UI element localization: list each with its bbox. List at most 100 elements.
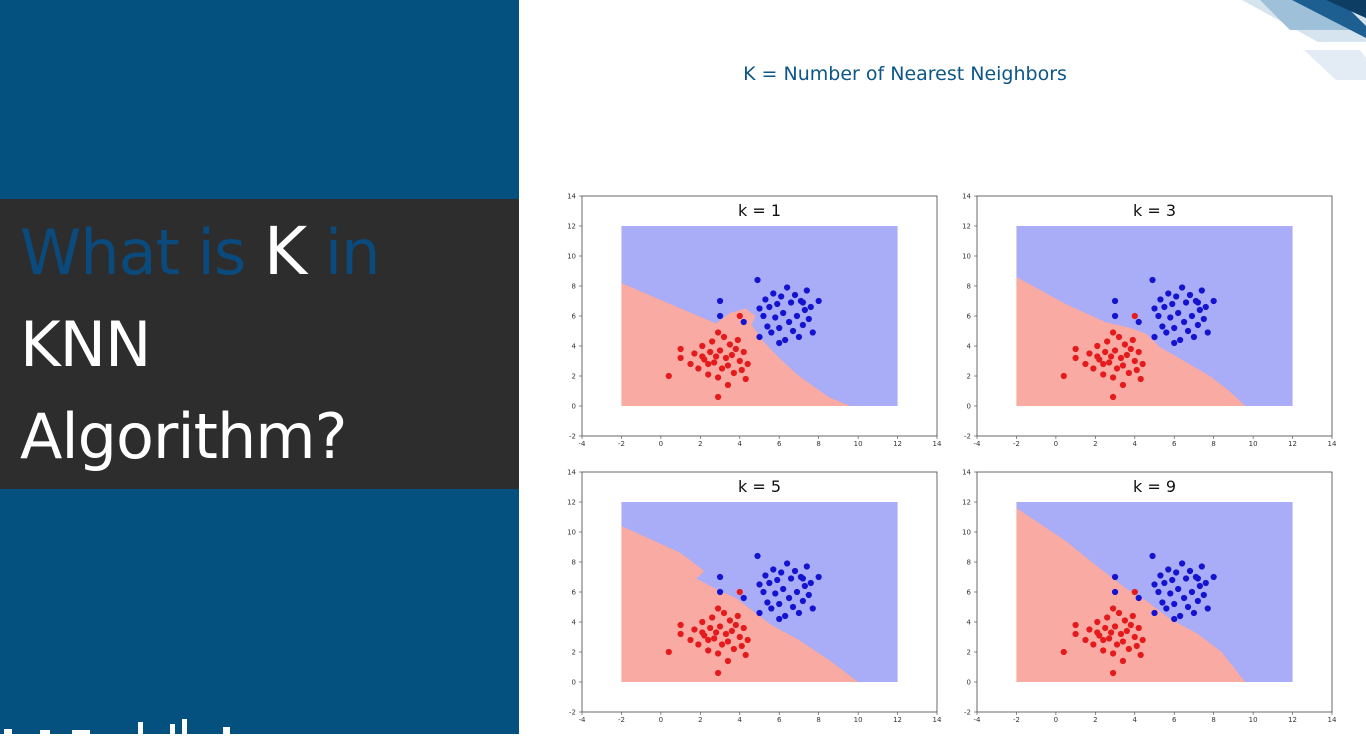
- y-tick-label: 0: [967, 403, 971, 411]
- red-data-point: [665, 372, 672, 380]
- red-data-point: [736, 357, 743, 365]
- red-data-point: [687, 360, 694, 368]
- red-data-point: [1108, 353, 1115, 360]
- blue-data-point: [1180, 594, 1188, 602]
- x-tick-label: -4: [974, 716, 982, 724]
- blue-data-point: [778, 293, 785, 300]
- blue-data-point: [776, 615, 783, 623]
- blue-data-point: [782, 336, 789, 344]
- y-tick-label: 8: [572, 559, 576, 567]
- red-data-point: [1137, 375, 1144, 383]
- blue-data-point: [1167, 314, 1174, 321]
- knn-plot-k5: -4 -2 0 2 4 6 8 10 12 14 -2 0 2 4 6 8 10 12 14 k = 5: [562, 464, 942, 744]
- blue-data-point: [770, 566, 777, 573]
- blue-data-point: [803, 287, 810, 294]
- red-data-point: [1094, 342, 1101, 350]
- red-data-point: [707, 624, 714, 632]
- y-tick-label: 12: [962, 499, 971, 507]
- blue-data-point: [1186, 567, 1194, 575]
- red-data-point: [728, 351, 735, 359]
- red-data-point: [734, 612, 741, 620]
- blue-data-point: [1111, 588, 1119, 596]
- blue-data-point: [1202, 303, 1209, 311]
- blue-data-point: [1163, 329, 1170, 336]
- red-data-point: [1094, 618, 1101, 626]
- blue-data-point: [756, 609, 763, 617]
- blue-data-point: [1157, 296, 1164, 303]
- red-data-point: [1139, 360, 1146, 368]
- red-data-point: [1125, 645, 1132, 653]
- blue-data-point: [799, 597, 806, 605]
- red-data-point: [1094, 629, 1101, 636]
- blue-data-point: [1171, 339, 1178, 347]
- red-data-point: [687, 636, 694, 644]
- blue-data-point: [1149, 276, 1156, 284]
- red-data-point: [1100, 371, 1107, 378]
- red-data-point: [714, 393, 722, 401]
- red-data-point: [695, 641, 702, 648]
- red-data-point: [740, 348, 747, 356]
- x-tick-label: -4: [974, 440, 982, 448]
- red-data-point: [1131, 633, 1138, 641]
- x-tick-label: 10: [854, 716, 863, 724]
- blue-data-point: [772, 314, 779, 321]
- blue-data-point: [764, 599, 771, 606]
- blue-data-point: [1149, 552, 1156, 560]
- red-data-point: [1121, 341, 1129, 348]
- red-data-point: [691, 350, 698, 357]
- red-data-point: [705, 360, 712, 368]
- red-data-point: [1109, 669, 1117, 677]
- x-tick-label: 0: [1054, 716, 1058, 724]
- blue-data-point: [1151, 305, 1158, 312]
- red-data-point: [1109, 393, 1117, 401]
- cropped-text-fragment: [0, 712, 260, 734]
- x-tick-label: 4: [738, 716, 743, 724]
- blue-data-point: [1159, 599, 1166, 606]
- blue-data-point: [1111, 312, 1119, 320]
- red-data-point: [665, 648, 672, 656]
- red-data-point: [1117, 630, 1125, 638]
- decision-region-red: [621, 283, 851, 406]
- y-tick-label: 6: [967, 589, 972, 597]
- x-tick-label: 4: [738, 440, 743, 448]
- blue-data-point: [1171, 615, 1178, 623]
- red-data-point: [720, 609, 728, 617]
- knn-plot-k9: -4 -2 0 2 4 6 8 10 12 14 -2 0 2 4 6 8 10 12 14 k = 9: [957, 464, 1337, 744]
- blue-data-point: [1198, 287, 1205, 294]
- y-tick-label: 0: [967, 679, 971, 687]
- blue-data-point: [1179, 284, 1186, 291]
- red-data-point: [724, 638, 732, 645]
- red-data-point: [714, 605, 722, 612]
- blue-data-point: [764, 323, 771, 330]
- blue-data-point: [766, 579, 773, 587]
- title-what-is: What is: [20, 216, 246, 289]
- knn-plot-k1: -4 -2 0 2 4 6 8 10 12 14 -2 0 2 4 6 8 10 12 14 k = 1: [562, 188, 942, 468]
- x-tick-label: 6: [777, 716, 782, 724]
- y-tick-label: 10: [567, 529, 576, 537]
- red-data-point: [699, 353, 706, 360]
- red-data-point: [734, 336, 741, 344]
- blue-data-point: [1159, 323, 1166, 330]
- x-tick-label: -2: [618, 440, 625, 448]
- red-data-point: [1100, 636, 1107, 644]
- red-data-point: [677, 630, 684, 638]
- red-data-point: [1133, 642, 1140, 650]
- y-tick-label: 12: [962, 223, 971, 231]
- blue-data-point: [1204, 605, 1211, 612]
- blue-data-point: [782, 612, 789, 620]
- red-data-point: [1109, 605, 1117, 612]
- y-tick-label: 0: [572, 403, 576, 411]
- x-tick-label: 12: [893, 440, 902, 448]
- red-data-point: [677, 621, 684, 629]
- blue-data-point: [1175, 309, 1182, 317]
- blue-data-point: [1151, 333, 1158, 341]
- x-tick-label: 14: [933, 440, 942, 448]
- red-data-point: [1111, 623, 1119, 630]
- blue-data-point: [756, 305, 763, 312]
- blue-data-point: [785, 318, 793, 326]
- title-k: K: [263, 213, 307, 290]
- blue-data-point: [740, 318, 747, 326]
- x-tick-label: -2: [618, 716, 625, 724]
- red-data-point: [1090, 365, 1097, 372]
- y-tick-label: -2: [964, 709, 971, 717]
